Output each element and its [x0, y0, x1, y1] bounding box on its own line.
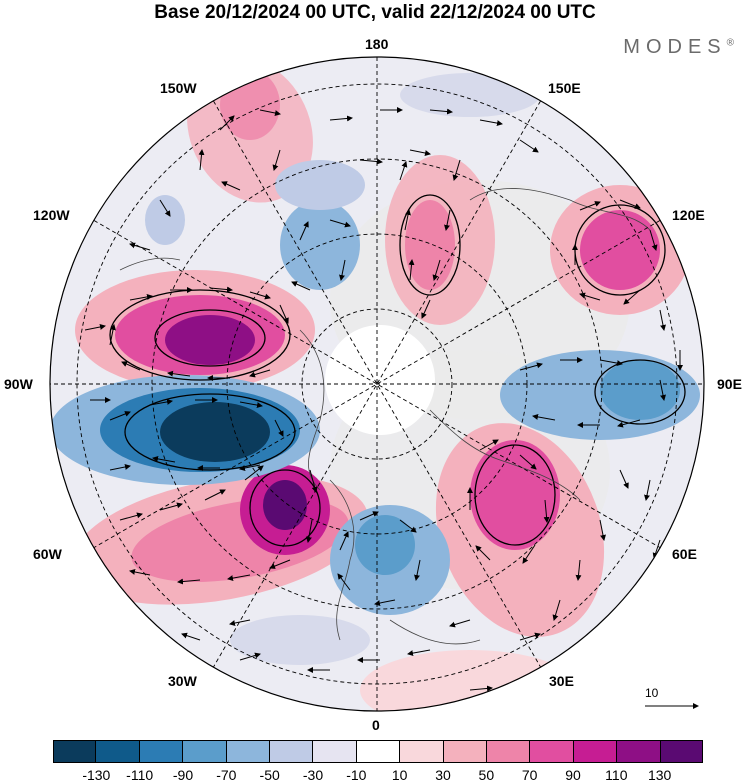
legend-bin: [660, 740, 704, 763]
legend-bin: [356, 740, 401, 763]
lon-label-120w: 120W: [33, 207, 70, 223]
color-legend: [53, 740, 704, 763]
legend-bin: [400, 740, 444, 763]
legend-tick-label: 50: [478, 767, 495, 783]
legend-tick-label: 90: [565, 767, 581, 783]
reference-vector-label: 10: [645, 686, 659, 700]
legend-tick-label: 30: [435, 767, 451, 783]
legend-tick-label: -90: [172, 767, 194, 783]
map-boundary: [49, 56, 705, 712]
lon-label-60e: 60E: [672, 546, 697, 562]
legend-bin: [573, 740, 618, 763]
lon-label-90w: 90W: [4, 376, 33, 392]
legend-tick-label: -10: [346, 767, 367, 783]
map-title: Base 20/12/2024 00 UTC, valid 22/12/2024…: [154, 2, 596, 23]
legend-bin: [183, 740, 227, 763]
legend-tick-label: -110: [126, 767, 154, 783]
legend-tick-label: -50: [259, 767, 280, 783]
legend-tick-label: -70: [216, 767, 237, 783]
legend-tick-label: -30: [302, 767, 324, 783]
legend-bin: [530, 740, 574, 763]
legend-bin: [270, 740, 314, 763]
lon-label-60w: 60W: [33, 546, 62, 562]
legend-bin: [617, 740, 661, 763]
legend-tick-label: 70: [521, 767, 538, 783]
brand-logo: MODES®: [623, 36, 734, 58]
lon-label-30w: 30W: [168, 673, 197, 689]
legend-tick-label: 130: [647, 767, 672, 783]
legend-tick-label: 110: [605, 767, 628, 783]
legend-bin: [139, 740, 184, 763]
lon-label-150e: 150E: [548, 80, 581, 96]
anomaly-field: [50, 57, 704, 711]
legend-bin: [53, 740, 97, 763]
legend-bin: [96, 740, 140, 763]
legend-bin: [487, 740, 531, 763]
lon-label-150w: 150W: [160, 80, 197, 96]
lon-label-180: 180: [365, 36, 389, 52]
legend-tick-label: 10: [391, 767, 408, 783]
lon-label-0: 0: [372, 717, 380, 733]
legend-bin: [226, 740, 271, 763]
legend-tick-label: -130: [82, 767, 111, 783]
lon-label-30e: 30E: [549, 673, 574, 689]
legend-bin: [443, 740, 488, 763]
legend-bin: [313, 740, 357, 763]
lon-label-120e: 120E: [672, 207, 705, 223]
lon-label-90e: 90E: [717, 376, 742, 392]
